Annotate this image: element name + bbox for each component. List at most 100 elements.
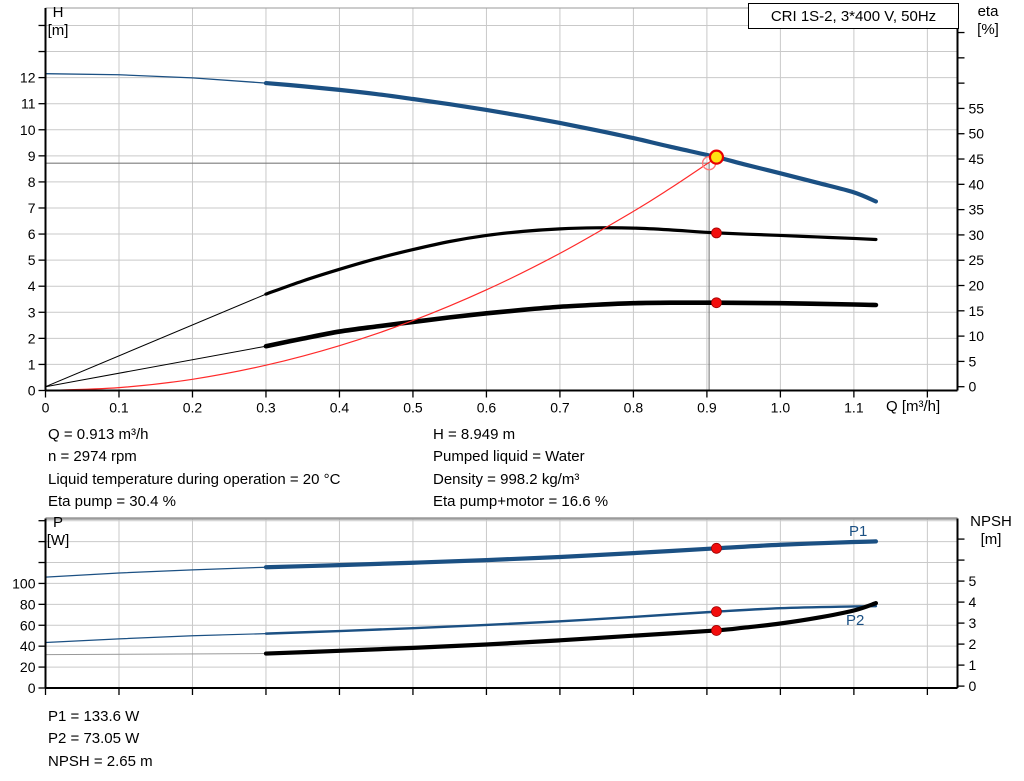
left-axis-tick-label: 12 — [20, 70, 36, 86]
x-axis-tick-label: 1.1 — [844, 400, 864, 416]
npsh-axis-title-line2: [m] — [980, 531, 1002, 548]
npsh-axis-title-line1: NPSH — [970, 513, 1012, 530]
chart-title: CRI 1S-2, 3*400 V, 50Hz — [770, 7, 937, 25]
eta-axis-title: eta [%] — [962, 3, 1014, 39]
eta-axis-title-line2: [%] — [977, 21, 999, 38]
h-axis-title: H [m] — [40, 4, 76, 40]
left-axis-tick-label: 4 — [28, 278, 36, 294]
right-axis-tick-label: 10 — [969, 328, 985, 344]
p2-curve-thin — [45, 633, 266, 644]
eta-pump-curve-thin — [45, 293, 267, 388]
right-axis-tick-label: 0 — [969, 379, 977, 395]
npsh-curve — [263, 601, 879, 656]
right-axis-tick-label: 40 — [969, 176, 985, 192]
left-axis-tick-label: 1 — [28, 356, 36, 372]
head-curve — [263, 80, 879, 204]
h-axis-title-line1: H — [52, 4, 64, 21]
left-axis-tick-label: 0 — [28, 680, 36, 696]
x-axis-tick-label: 0 — [42, 400, 50, 416]
x-axis-tick-label: 0.1 — [109, 400, 129, 416]
right-axis-tick-label: 50 — [969, 126, 985, 142]
left-axis-tick-label: 40 — [20, 638, 36, 654]
left-axis-tick-label: 0 — [28, 383, 36, 399]
npsh-axis-title: NPSH [m] — [962, 513, 1020, 549]
x-axis-tick-label: 0.9 — [697, 400, 717, 416]
bottom-ticks — [38, 520, 965, 695]
left-axis-tick-label: 80 — [20, 596, 36, 612]
duty-point-crosshair — [45, 162, 710, 391]
left-axis-tick-label: 100 — [12, 575, 36, 591]
right-axis-tick-label: 35 — [969, 202, 985, 218]
head-curve-thin — [45, 73, 267, 84]
annotation-p2: P2 = 73.05 W — [48, 730, 140, 748]
npsh-curve-thin — [45, 653, 266, 656]
x-axis-tick-label: 0.8 — [624, 400, 644, 416]
bottom-grid — [45, 518, 958, 688]
left-axis-tick-label: 20 — [20, 659, 36, 675]
left-axis-tick-label: 60 — [20, 617, 36, 633]
bottom-tick-labels: 0 20 40 60 80 100 0 1 2 3 4 5 — [12, 573, 976, 696]
annotation-eta-pump: Eta pump = 30.4 % — [48, 493, 176, 511]
power-annotations: P1 = 133.6 W P2 = 73.05 W NPSH = 2.65 m — [48, 706, 153, 773]
annotation-speed: n = 2974 rpm — [48, 448, 137, 466]
eta-pump-motor-curve-thin — [45, 345, 267, 388]
left-axis-tick-label: 6 — [28, 226, 36, 242]
bottom-chart: 0 20 40 60 80 100 0 1 2 3 4 5 — [12, 517, 977, 696]
p-axis-title: P [W] — [40, 514, 76, 550]
annotation-q: Q = 0.913 m³/h — [48, 426, 149, 443]
duty-annotations-left: Q = 0.913 m³/h n = 2974 rpm Liquid tempe… — [48, 424, 340, 514]
annotation-p1: P1 = 133.6 W — [48, 708, 140, 725]
eta-axis-title-line1: eta — [977, 3, 999, 20]
annotation-head: H = 8.949 m — [433, 426, 516, 443]
right-axis-tick-label: 3 — [969, 615, 977, 631]
right-axis-tick-label: 55 — [969, 100, 985, 116]
right-axis-tick-label: 15 — [969, 303, 985, 319]
x-axis-tick-label: 0.7 — [550, 400, 570, 416]
x-axis-tick-label: 0.6 — [477, 400, 497, 416]
left-axis-tick-label: 8 — [28, 174, 36, 190]
p1-curve-thin — [45, 566, 266, 578]
top-grid — [45, 8, 958, 391]
right-axis-tick-label: 25 — [969, 252, 985, 268]
operating-value-dot — [711, 227, 722, 239]
duty-point-dot — [708, 149, 725, 165]
right-axis-tick-label: 1 — [969, 657, 977, 673]
eta-pump-motor-curve — [263, 300, 879, 349]
right-axis-tick-label: 5 — [969, 353, 977, 369]
operating-value-dot — [711, 625, 722, 636]
right-axis-tick-label: 4 — [969, 594, 977, 610]
left-axis-tick-label: 11 — [21, 96, 36, 112]
left-axis-tick-label: 7 — [28, 200, 36, 216]
operating-value-dot — [711, 606, 722, 618]
p1-series-label: P1 — [849, 523, 868, 540]
p-axis-title-line2: [W] — [46, 532, 70, 549]
p2-curve — [264, 604, 878, 635]
annotation-npsh: NPSH = 2.65 m — [48, 752, 153, 770]
x-axis-tick-label: 0.5 — [403, 400, 423, 416]
duty-annotations-right: H = 8.949 m Pumped liquid = Water Densit… — [433, 424, 608, 514]
annotation-density: Density = 998.2 kg/m³ — [433, 470, 580, 488]
left-axis-tick-label: 10 — [20, 122, 36, 138]
right-axis-tick-label: 5 — [969, 573, 977, 589]
q-axis-title: Q [m³/h] — [886, 398, 941, 415]
left-axis-tick-label: 5 — [28, 252, 36, 268]
x-axis-tick-label: 0.4 — [330, 400, 350, 416]
top-ticks — [38, 24, 965, 398]
x-axis-tick-label: 1.0 — [771, 400, 791, 416]
right-axis-tick-label: 30 — [969, 227, 985, 243]
p2-series-label: P2 — [846, 612, 865, 629]
x-axis-tick-label: 0.2 — [183, 400, 203, 416]
annotation-eta-pump-motor: Eta pump+motor = 16.6 % — [433, 493, 609, 511]
operating-value-dot — [711, 542, 722, 554]
right-axis-tick-label: 45 — [969, 151, 985, 167]
operating-value-dot — [711, 297, 722, 309]
left-axis-tick-label: 9 — [28, 148, 36, 164]
system-curve — [44, 155, 720, 392]
p-axis-title-line1: P — [52, 514, 63, 531]
h-axis-title-line2: [m] — [47, 22, 69, 39]
p1-curve — [263, 539, 879, 570]
